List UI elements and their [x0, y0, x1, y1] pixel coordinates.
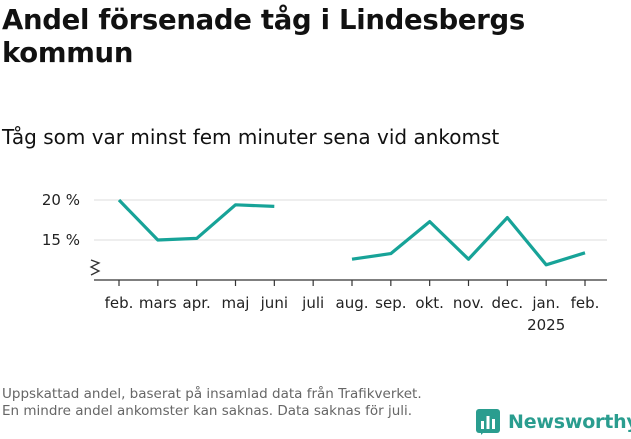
x-tick-label: sep.: [375, 294, 406, 312]
x-tick-label: nov.: [453, 294, 484, 312]
x-tick-label: apr.: [183, 294, 211, 312]
footnote: Uppskattad andel, baserat på insamlad da…: [2, 386, 422, 419]
data-point: [428, 220, 432, 224]
data-point: [467, 257, 471, 261]
data-point: [156, 238, 160, 242]
x-tick-label: juni: [260, 294, 288, 312]
data-point: [350, 257, 354, 261]
data-point: [505, 216, 509, 220]
data-point: [583, 251, 587, 255]
x-tick-label: feb.: [105, 294, 134, 312]
x-tick-label: juli: [301, 294, 324, 312]
x-tick-label: dec.: [491, 294, 523, 312]
series-line: [351, 216, 586, 267]
data-point: [234, 203, 238, 207]
x-tick-label: maj: [222, 294, 250, 312]
line-chart: 15 % 20 % feb. mars apr. maj juni juli aug. sep.…: [42, 191, 607, 334]
data-point: [195, 236, 199, 240]
brand-logo[interactable]: Newsworthy: [476, 408, 631, 436]
axis-break-icon: [89, 259, 101, 276]
brand-name: Newsworthy: [508, 411, 631, 433]
y-tick-label: 15 %: [42, 231, 80, 249]
x-tick-label: okt.: [415, 294, 444, 312]
bar-chart-icon: [476, 409, 500, 435]
data-point: [544, 263, 548, 267]
chart-subtitle: Tåg som var minst fem minuter sena vid a…: [2, 125, 500, 149]
x-tick-label: aug.: [336, 294, 369, 312]
y-tick-label: 20 %: [42, 191, 80, 209]
x-tick-label: jan.: [531, 294, 560, 312]
chart-title: Andel försenade tåg i Lindesbergs kommun: [2, 4, 525, 69]
series-line: [117, 198, 275, 242]
x-year-label: 2025: [527, 316, 565, 334]
data-point: [272, 204, 276, 208]
x-tick-label: feb.: [571, 294, 600, 312]
x-tick-label: mars: [139, 294, 177, 312]
data-point: [117, 198, 121, 202]
data-point: [389, 252, 393, 256]
